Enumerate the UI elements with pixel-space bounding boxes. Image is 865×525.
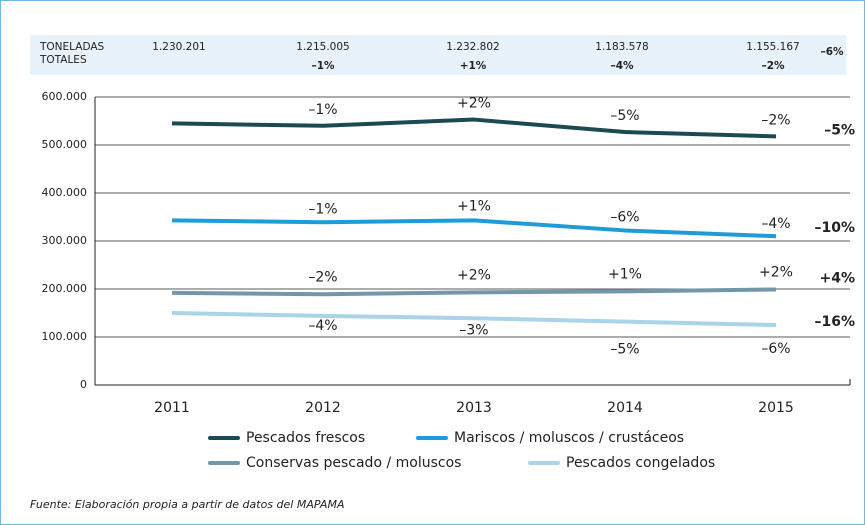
change-label: –3%: [459, 322, 488, 338]
y-tick-label: 500.000: [42, 138, 88, 151]
x-tick-label: 2011: [154, 400, 190, 416]
change-label: –6%: [761, 341, 790, 357]
y-tick-label: 600.000: [42, 90, 88, 103]
y-tick-label: 400.000: [42, 186, 88, 199]
legend-label: Pescados congelados: [566, 455, 715, 471]
totals-value: 1.155.167: [746, 41, 799, 53]
totals-band: [30, 35, 846, 75]
legend-label: Mariscos / moluscos / crustáceos: [454, 430, 684, 446]
legend-label: Pescados frescos: [246, 430, 365, 446]
totals-value: 1.183.578: [595, 41, 648, 53]
change-label: –4%: [308, 318, 337, 334]
total-change-label: –16%: [814, 314, 855, 330]
totals-value: 1.230.201: [152, 41, 205, 53]
change-label: –6%: [610, 209, 639, 225]
total-change-label: –5%: [824, 122, 855, 138]
totals-label: TONELADAS: [39, 41, 105, 53]
change-label: –4%: [761, 216, 790, 232]
change-label: –2%: [761, 112, 790, 128]
change-label: +1%: [608, 266, 642, 282]
totals-value: 1.232.802: [446, 41, 499, 53]
change-label: –5%: [610, 108, 639, 124]
total-change-label: +4%: [820, 270, 856, 286]
series-line: [171, 311, 777, 327]
change-label: –1%: [308, 102, 337, 118]
series-line: [171, 218, 777, 239]
change-label: +2%: [457, 267, 491, 283]
y-tick-label: 300.000: [42, 234, 88, 247]
change-label: –1%: [308, 201, 337, 217]
total-change-label: –10%: [814, 220, 855, 236]
totals-change: –4%: [610, 60, 634, 72]
x-tick-label: 2014: [607, 400, 643, 416]
x-tick-label: 2012: [305, 400, 341, 416]
legend-label: Conservas pescado / moluscos: [246, 455, 461, 471]
change-label: –2%: [308, 269, 337, 285]
y-tick-label: 0: [80, 378, 87, 391]
x-tick-label: 2013: [456, 400, 492, 416]
change-label: +2%: [457, 96, 491, 112]
series-line: [171, 117, 777, 139]
totals-change: –2%: [761, 60, 785, 72]
change-label: +1%: [457, 198, 491, 214]
series-line: [171, 287, 777, 297]
change-label: +2%: [759, 264, 793, 280]
totals-value: 1.215.005: [296, 41, 349, 53]
totals-change: –1%: [311, 60, 335, 72]
source: Fuente: Elaboración propia a partir de d…: [30, 498, 344, 511]
y-tick-label: 100.000: [42, 330, 88, 343]
totals-change: –6%: [820, 46, 844, 58]
change-label: –5%: [610, 342, 639, 358]
y-tick-label: 200.000: [42, 282, 88, 295]
totals-change: +1%: [460, 60, 487, 72]
x-tick-label: 2015: [758, 400, 794, 416]
totals-label: TOTALES: [39, 54, 87, 66]
